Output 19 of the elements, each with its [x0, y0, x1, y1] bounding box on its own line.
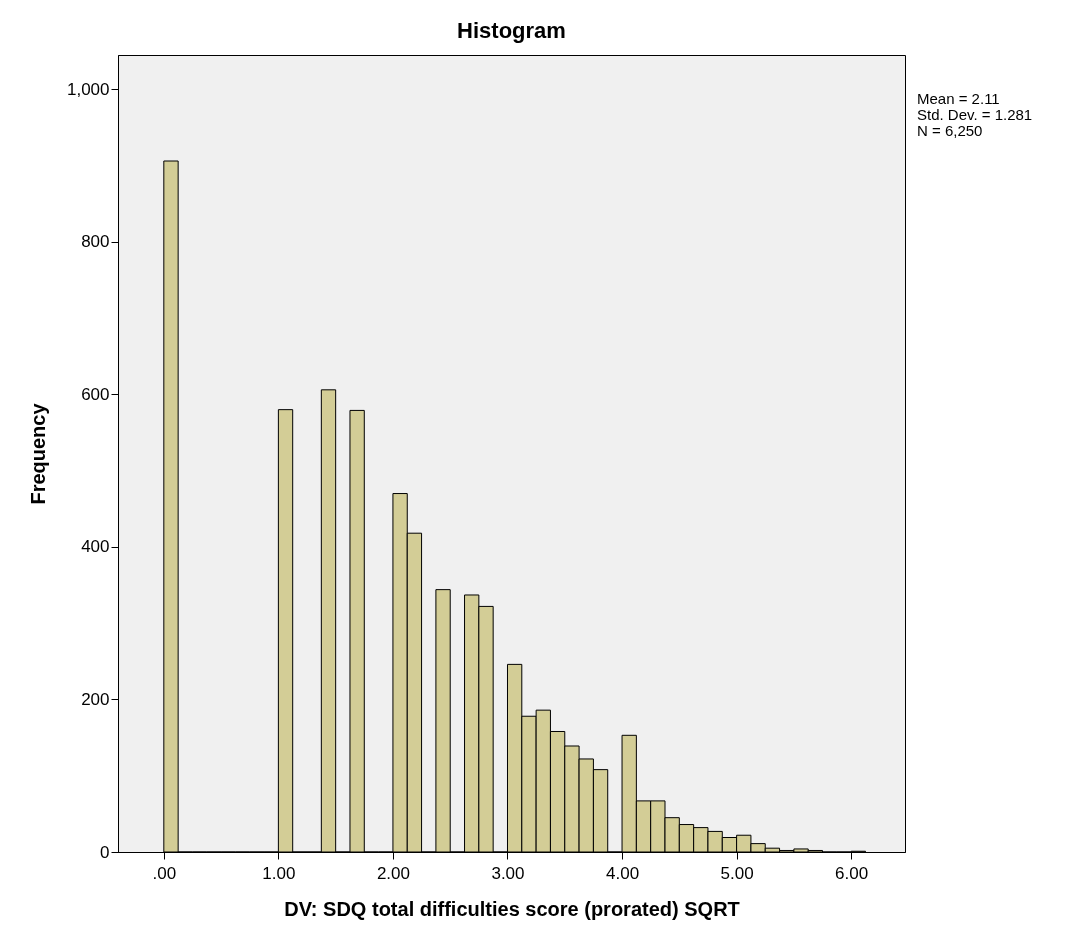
x-tick-label: 5.00 — [720, 863, 754, 883]
y-axis-title: Frequency — [26, 402, 49, 505]
x-tick-label: 3.00 — [491, 863, 525, 883]
chart-title: Histogram — [457, 18, 566, 43]
x-axis-title: DV: SDQ total difficulties score (prorated) SQRT — [284, 897, 740, 920]
y-tick-label: 400 — [81, 537, 110, 557]
x-tick-label: 6.00 — [835, 863, 869, 883]
text: N = 6,250 — [917, 122, 983, 139]
x-tick-label: 4.00 — [606, 863, 640, 883]
y-tick-label: 0 — [100, 842, 110, 862]
text: Mean = 2.11 — [917, 90, 1000, 107]
x-tick-label: 1.00 — [262, 863, 296, 883]
y-tick-label: 600 — [81, 384, 110, 404]
text: Std. Dev. = 1.281 — [917, 106, 1033, 123]
y-tick-label: 200 — [81, 689, 110, 709]
y-tick-label: 800 — [81, 232, 110, 252]
y-tick-label: 1,000 — [66, 79, 110, 99]
x-tick-label: 2.00 — [376, 863, 410, 883]
x-tick-label: .00 — [152, 863, 177, 883]
